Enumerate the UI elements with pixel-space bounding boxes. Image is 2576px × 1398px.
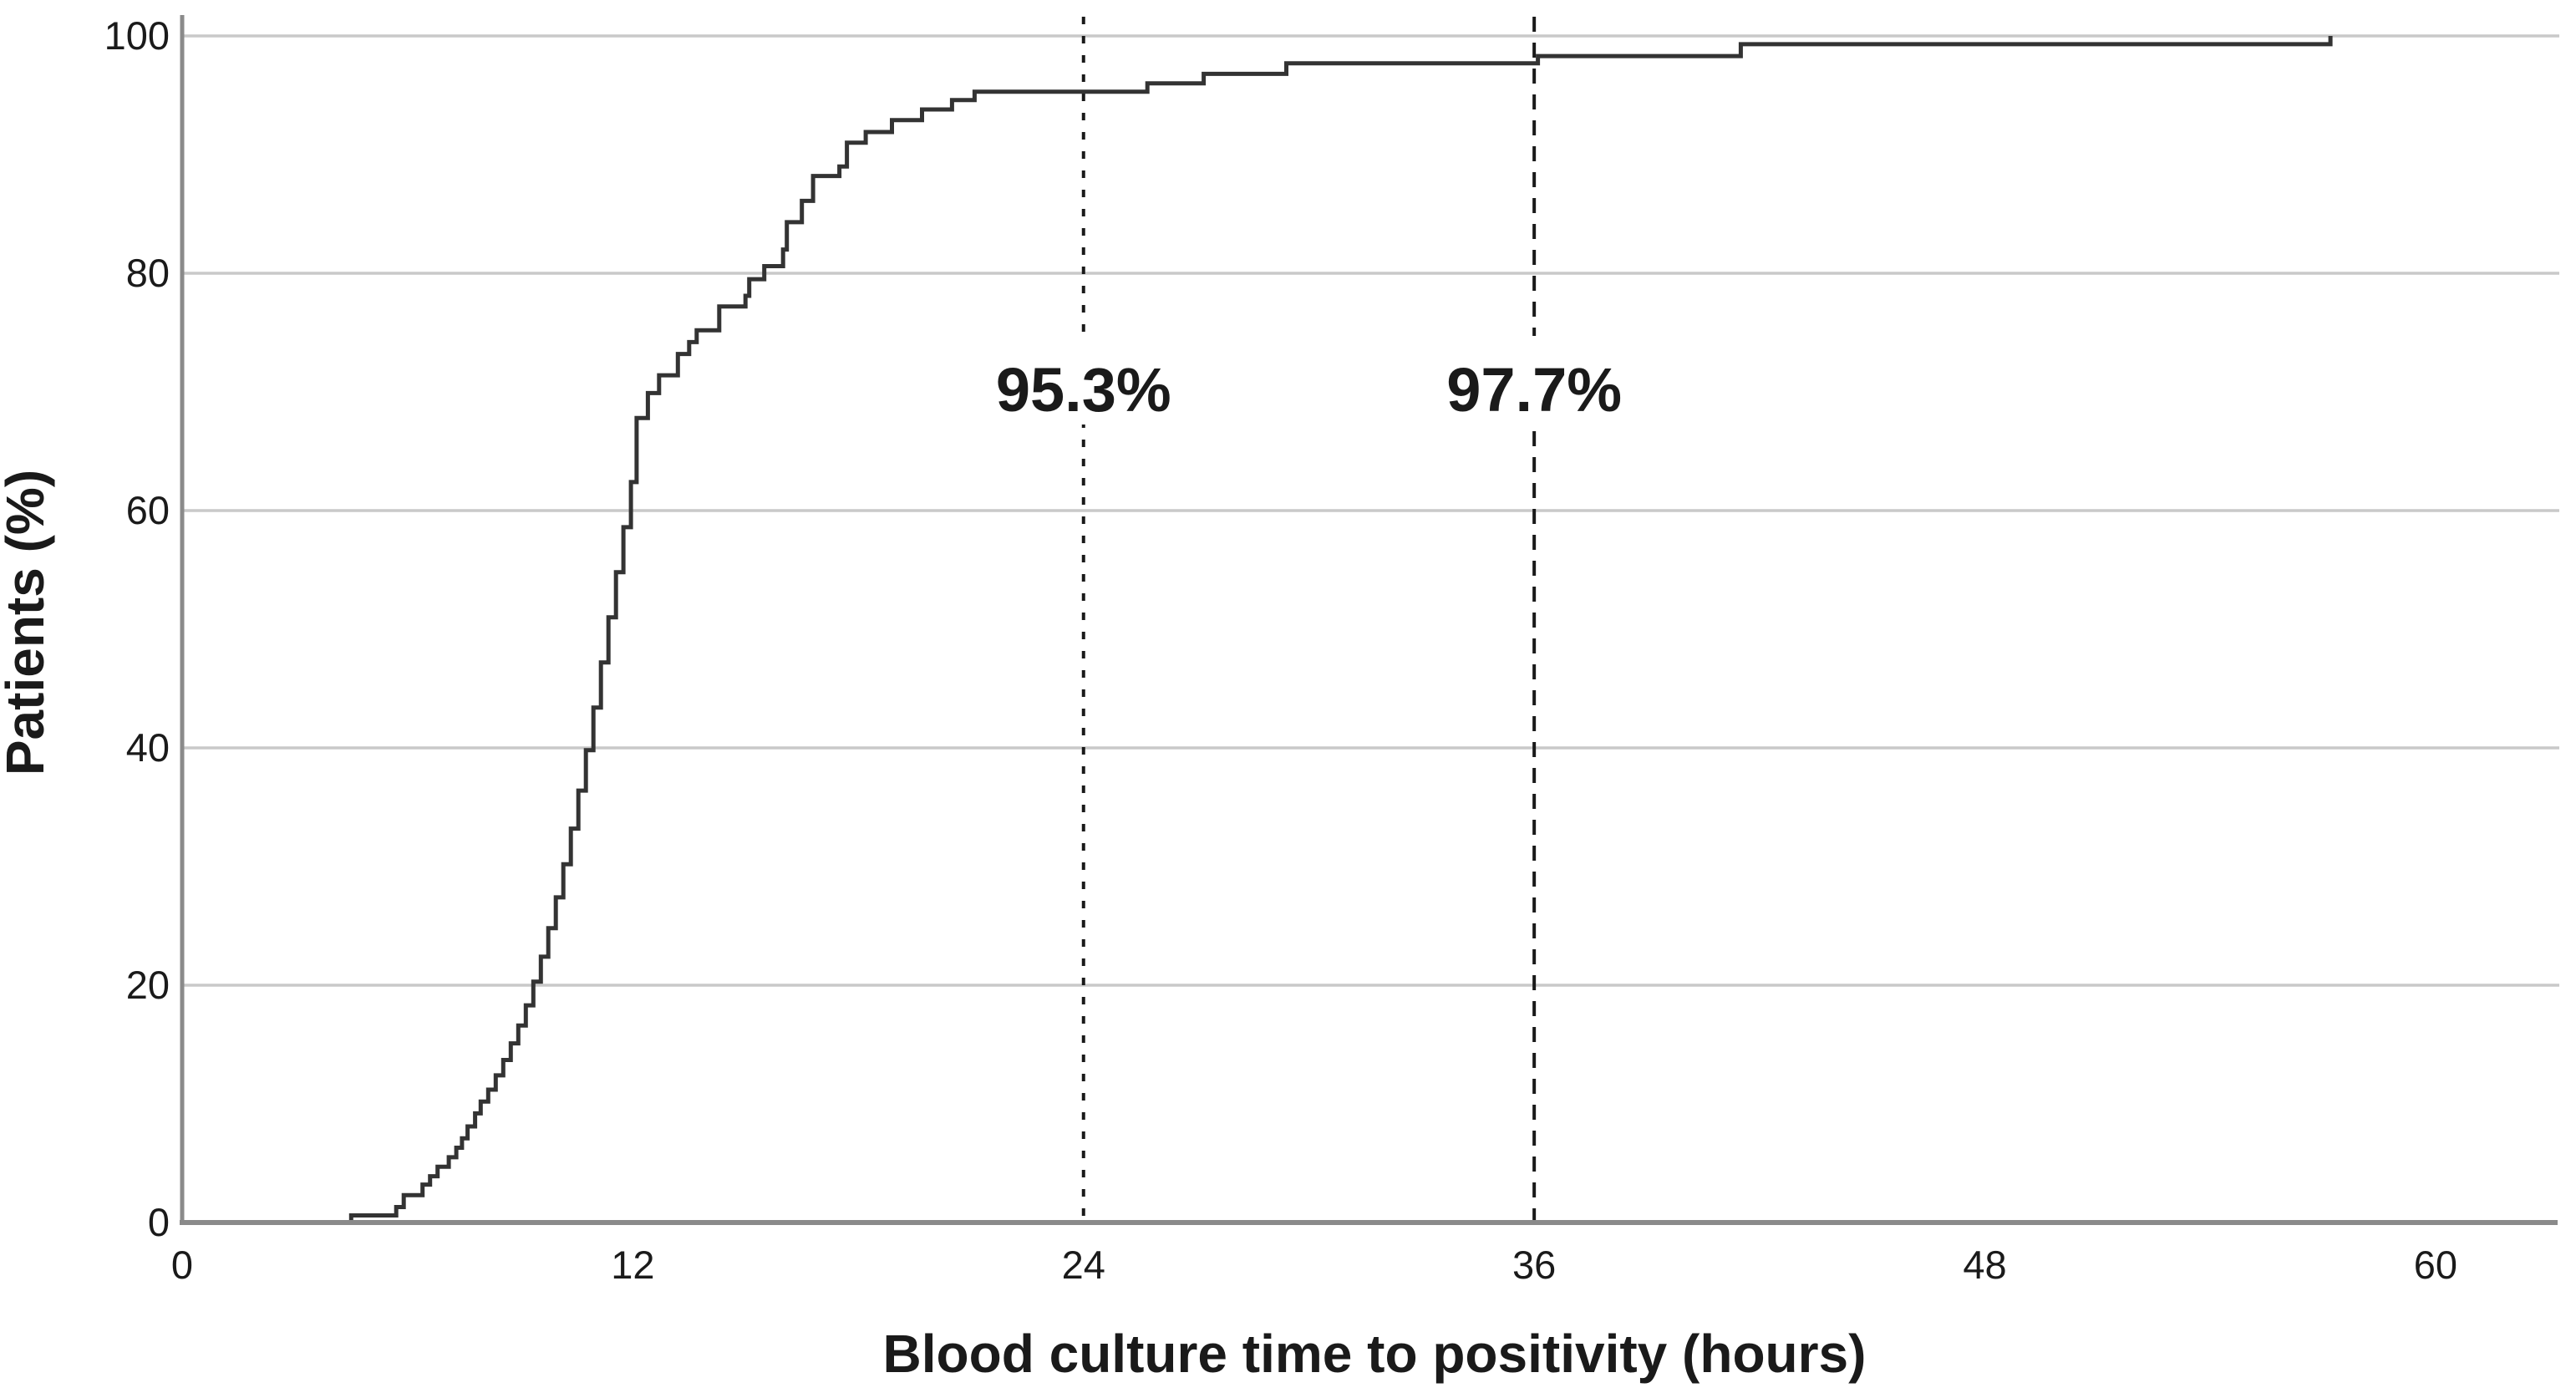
y-axis-title: Patients (%) [0, 470, 55, 775]
gridlines [182, 34, 2559, 987]
x-tick-label-36: 36 [1512, 1243, 1556, 1287]
annotation-mask-36h [1413, 336, 1656, 424]
y-tick-label-100: 100 [104, 13, 170, 58]
x-tick-label-48: 48 [1963, 1243, 2006, 1287]
y-tick-label-20: 20 [126, 963, 170, 1007]
reference-lines [1081, 17, 1537, 1223]
axes [180, 15, 2558, 1225]
annotation-label-24h: 95.3% [996, 355, 1171, 424]
x-tick-label-24: 24 [1062, 1243, 1105, 1287]
annotation-mask-24h [962, 336, 1205, 424]
x-tick-label-0: 0 [171, 1243, 193, 1287]
x-tick-label-60: 60 [2414, 1243, 2457, 1287]
y-tick-label-80: 80 [126, 251, 170, 295]
x-tick-label-12: 12 [611, 1243, 654, 1287]
y-tick-label-40: 40 [126, 725, 170, 770]
cumulative-step-curve [348, 36, 2333, 1223]
step-curve-layer [348, 36, 2333, 1223]
tick-labels: 0 20 40 60 80 100 0 12 24 36 48 60 [104, 13, 2457, 1287]
x-axis-title: Blood culture time to positivity (hours) [883, 1324, 1867, 1384]
y-tick-label-60: 60 [126, 488, 170, 532]
annotation-labels: 95.3% 97.7% [962, 336, 1656, 424]
annotation-label-36h: 97.7% [1446, 355, 1622, 424]
y-tick-label-0: 0 [148, 1200, 170, 1244]
